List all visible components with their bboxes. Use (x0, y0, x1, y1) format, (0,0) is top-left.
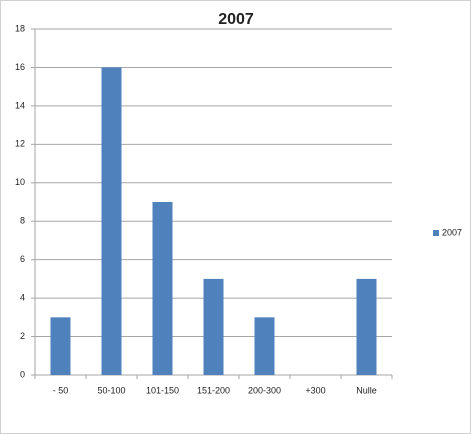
legend-swatch (433, 230, 439, 236)
y-tick-label: 0 (20, 369, 25, 379)
y-tick-label: 6 (20, 254, 25, 264)
y-tick-label: 8 (20, 216, 25, 226)
bar (356, 278, 377, 375)
bar (101, 67, 122, 375)
x-tick-label: 151-200 (197, 385, 230, 395)
legend-label: 2007 (442, 227, 462, 237)
bar (203, 278, 224, 375)
y-tick-label: 4 (20, 292, 25, 302)
chart-title: 2007 (218, 11, 254, 28)
x-tick-label: 101-150 (146, 385, 179, 395)
x-tick-label: 200-300 (248, 385, 281, 395)
y-tick-label: 16 (15, 62, 25, 72)
x-tick-label: Nulle (356, 385, 377, 395)
x-tick-label: - 50 (53, 385, 69, 395)
bar (152, 202, 173, 375)
y-tick-label: 12 (15, 139, 25, 149)
y-tick-label: 10 (15, 177, 25, 187)
bar (254, 317, 275, 375)
y-tick-label: 14 (15, 100, 25, 110)
y-tick-label: 18 (15, 23, 25, 33)
x-tick-label: +300 (305, 385, 325, 395)
y-tick-label: 2 (20, 331, 25, 341)
bar (50, 317, 71, 375)
x-tick-label: 50-100 (97, 385, 125, 395)
